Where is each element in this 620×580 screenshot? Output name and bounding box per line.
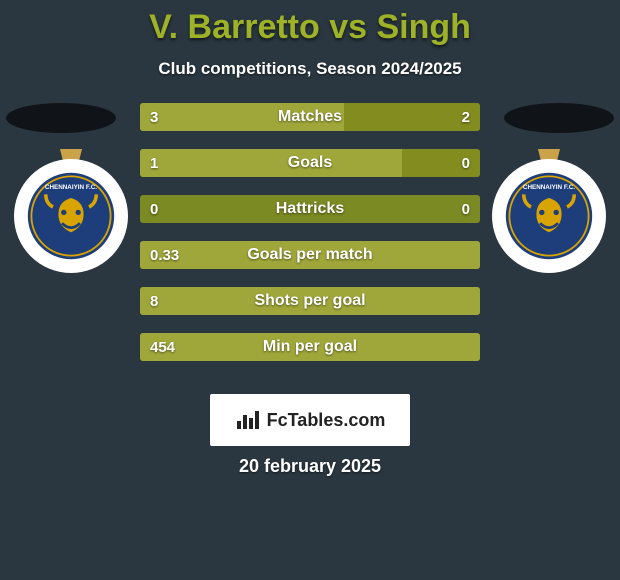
player-shadow-left bbox=[6, 103, 116, 133]
stat-label: Goals bbox=[140, 149, 480, 177]
svg-text:CHENNAIYIN F.C.: CHENNAIYIN F.C. bbox=[523, 184, 575, 191]
club-badge-right: CHENNAIYIN F.C. bbox=[492, 159, 606, 273]
stat-row: 00Hattricks bbox=[140, 195, 480, 223]
stat-bars: 32Matches 10Goals 00Hattricks 0.33Goals per… bbox=[140, 103, 480, 379]
stat-row: 32Matches bbox=[140, 103, 480, 131]
player-shadow-right bbox=[504, 103, 614, 133]
stat-label: Hattricks bbox=[140, 195, 480, 223]
stat-label: Goals per match bbox=[140, 241, 480, 269]
stat-row: 0.33Goals per match bbox=[140, 241, 480, 269]
branding-badge: FcTables.com bbox=[210, 394, 410, 446]
page-title: V. Barretto vs Singh bbox=[0, 0, 620, 47]
branding-text: FcTables.com bbox=[267, 410, 386, 431]
date-label: 20 february 2025 bbox=[0, 456, 620, 477]
subtitle: Club competitions, Season 2024/2025 bbox=[0, 59, 620, 79]
chart-icon bbox=[235, 409, 261, 431]
stat-label: Shots per goal bbox=[140, 287, 480, 315]
stat-row: 8Shots per goal bbox=[140, 287, 480, 315]
stat-label: Min per goal bbox=[140, 333, 480, 361]
stat-label: Matches bbox=[140, 103, 480, 131]
stat-row: 454Min per goal bbox=[140, 333, 480, 361]
club-badge-left: CHENNAIYIN F.C. bbox=[14, 159, 128, 273]
stat-row: 10Goals bbox=[140, 149, 480, 177]
svg-text:CHENNAIYIN F.C.: CHENNAIYIN F.C. bbox=[45, 184, 97, 191]
